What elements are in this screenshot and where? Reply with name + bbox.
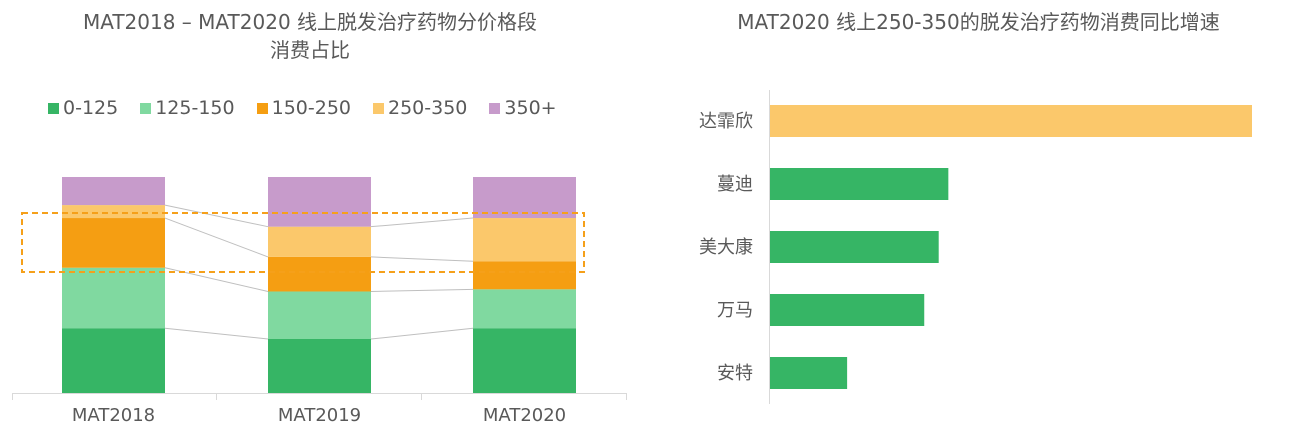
left-chart-title-line-2: 消费占比 bbox=[270, 38, 350, 62]
legend-label: 250-350 bbox=[388, 97, 468, 119]
right-chart-title: MAT2020 线上250-350的脱发治疗药物消费同比增速 bbox=[737, 10, 1220, 34]
bar-segment-350+-MAT2019 bbox=[268, 177, 371, 227]
bar-segment-125-150-MAT2019 bbox=[268, 291, 371, 339]
x-tick-label: MAT2018 bbox=[72, 405, 155, 426]
bar-segment-150-250-MAT2020 bbox=[473, 261, 576, 290]
legend-item-1: 125-150 bbox=[140, 97, 235, 119]
brand-bar-4 bbox=[770, 357, 848, 389]
segment-connector-line bbox=[370, 256, 474, 262]
segment-connector-line bbox=[164, 204, 269, 228]
bar-segment-0-125-MAT2019 bbox=[268, 339, 371, 393]
segment-connector-line bbox=[370, 217, 474, 228]
segment-connector-line bbox=[370, 327, 474, 340]
bar-segment-250-350-MAT2020 bbox=[473, 218, 576, 262]
legend-label: 350+ bbox=[504, 97, 557, 119]
brand-bar-2 bbox=[770, 231, 939, 263]
bar-segment-0-125-MAT2020 bbox=[473, 328, 576, 393]
bar-segment-250-350-MAT2019 bbox=[268, 226, 371, 257]
y-tick-label: 蔓迪 bbox=[717, 174, 753, 195]
bar-segment-150-250-MAT2019 bbox=[268, 256, 371, 292]
stacked-bar-chart: MAT2018 MAT2019 MAT2020 bbox=[12, 177, 627, 426]
segment-connector-line bbox=[370, 288, 474, 292]
x-tick-label: MAT2020 bbox=[483, 405, 566, 426]
x-tick-label: MAT2019 bbox=[278, 405, 361, 426]
y-tick-label: 美大康 bbox=[699, 237, 753, 258]
left-chart-panel: MAT2018 – MAT2020 线上脱发治疗药物分价格段 消费占比 0-12… bbox=[0, 0, 650, 430]
left-chart-title-line-1: MAT2018 – MAT2020 线上脱发治疗药物分价格段 bbox=[82, 10, 538, 34]
brand-bar-3 bbox=[770, 294, 925, 326]
bar-segment-0-125-MAT2018 bbox=[62, 328, 165, 393]
right-chart-panel: MAT2020 线上250-350的脱发治疗药物消费同比增速 达霏欣蔓迪美大康万… bbox=[650, 0, 1307, 430]
y-tick-label: 安特 bbox=[717, 363, 753, 384]
segment-connector-line bbox=[164, 327, 269, 340]
legend-swatch bbox=[48, 102, 59, 114]
bar-segment-150-250-MAT2018 bbox=[62, 218, 165, 268]
legend-label: 150-250 bbox=[271, 97, 351, 119]
brand-bar-1 bbox=[770, 168, 949, 200]
bar-segment-350+-MAT2020 bbox=[473, 177, 576, 219]
legend-item-3: 250-350 bbox=[373, 97, 467, 119]
legend-swatch bbox=[373, 102, 384, 114]
y-tick-label: 达霏欣 bbox=[699, 111, 753, 132]
legend-label: 125-150 bbox=[155, 97, 235, 119]
highlight-dashed-box bbox=[21, 212, 585, 273]
legend-swatch bbox=[140, 102, 152, 114]
segment-connector-line bbox=[164, 217, 269, 258]
left-chart-legend: 0-125 125-150 150-250 250-350 350+ bbox=[48, 95, 579, 121]
brand-bar-0 bbox=[770, 105, 1252, 137]
legend-swatch bbox=[489, 102, 501, 114]
legend-swatch bbox=[256, 102, 268, 114]
legend-item-4: 350+ bbox=[489, 97, 557, 119]
bar-segment-125-150-MAT2018 bbox=[62, 267, 165, 329]
legend-item-0: 0-125 bbox=[48, 97, 118, 119]
y-tick-label: 万马 bbox=[717, 300, 753, 321]
bar-segment-125-150-MAT2020 bbox=[473, 289, 576, 329]
legend-item-2: 150-250 bbox=[256, 97, 351, 119]
bar-segment-350+-MAT2018 bbox=[62, 177, 165, 206]
legend-label: 0-125 bbox=[63, 97, 119, 119]
left-chart-title: MAT2018 – MAT2020 线上脱发治疗药物分价格段 消费占比 bbox=[30, 8, 590, 64]
bar-segment-250-350-MAT2018 bbox=[62, 205, 165, 219]
